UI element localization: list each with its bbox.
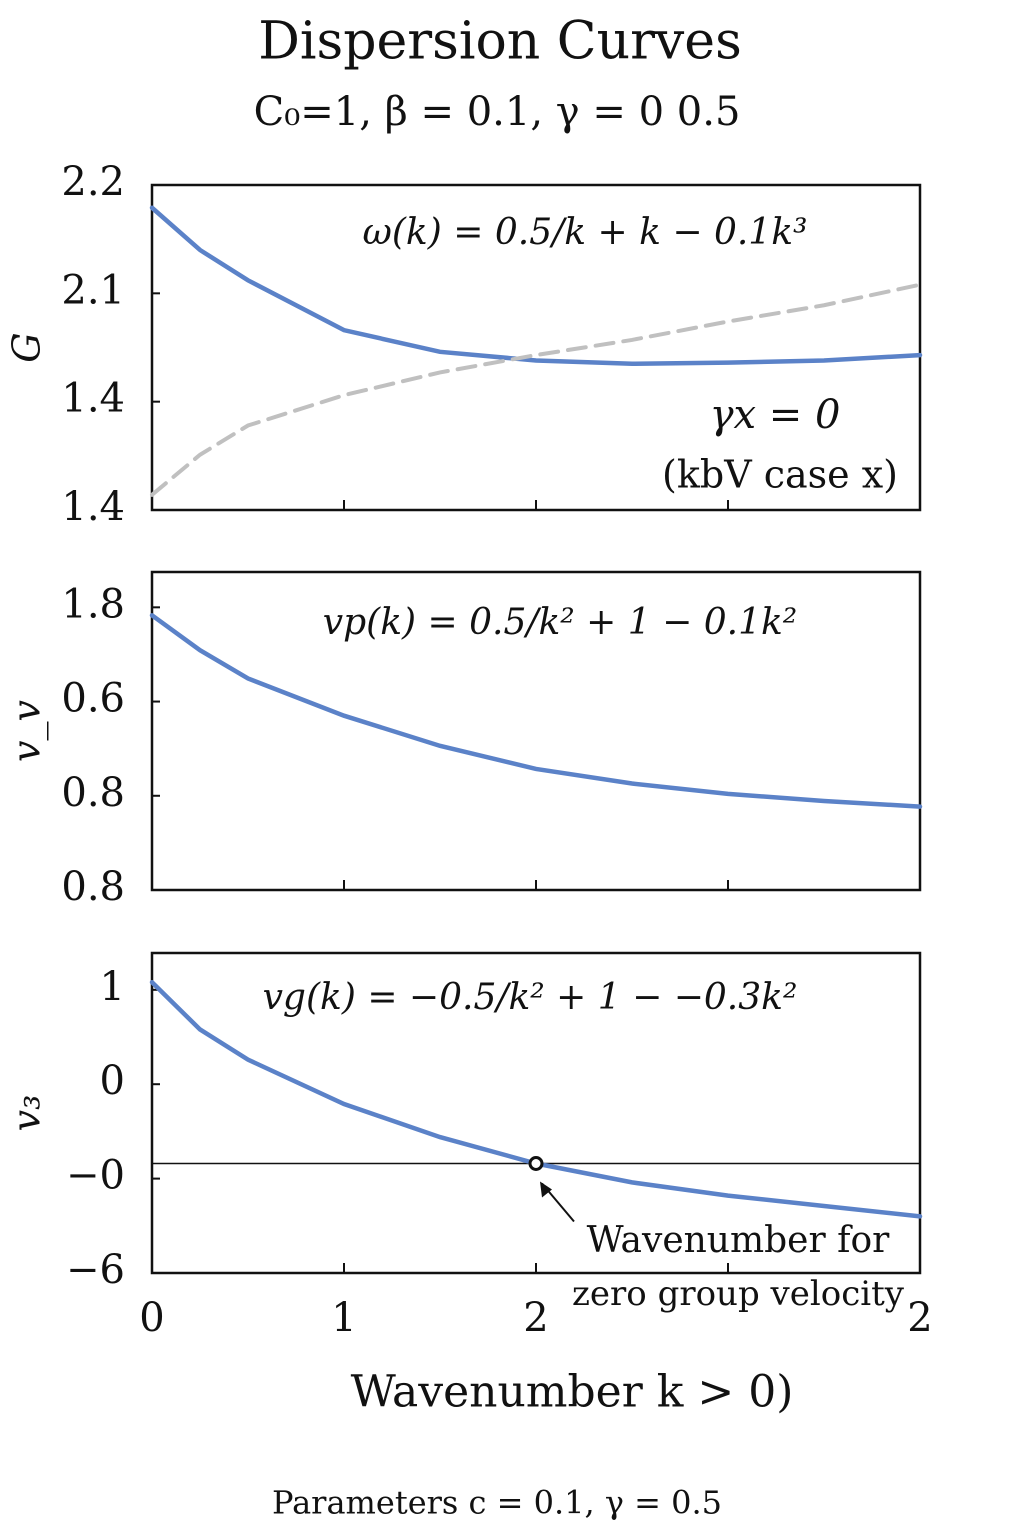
y-axis-label: G — [5, 332, 49, 362]
annotation: γx = 0 — [710, 392, 841, 438]
y-axis-label: v_v — [5, 700, 50, 762]
y-tick-label: −0 — [66, 1153, 125, 1199]
point-marker — [528, 1156, 544, 1172]
y-tick-label: 0.8 — [61, 864, 125, 910]
annotation: ω(k) = 0.5/k + k − 0.1k³ — [363, 212, 808, 253]
y-tick-label: 1.4 — [61, 484, 125, 530]
y-tick-label: 1.4 — [61, 376, 125, 422]
series-line — [149, 205, 923, 367]
chart-subtitle: C₀=1, β = 0.1, γ = 0 0.5 — [254, 89, 741, 135]
series-line — [150, 282, 922, 497]
y-tick-label: −6 — [66, 1247, 125, 1293]
x-tick-label: 2 — [523, 1295, 548, 1341]
x-tick-label: 0 — [139, 1295, 164, 1341]
x-tick-label: 1 — [331, 1295, 356, 1341]
x-axis-label: Wavenumber k > 0) — [351, 1367, 794, 1418]
y-tick-label: 0 — [100, 1058, 125, 1104]
y-tick-label: 1 — [100, 964, 125, 1010]
annotation: vg(k) = −0.5/k² + 1 − −0.3k² — [263, 977, 798, 1018]
y-tick-label: 0.8 — [61, 770, 125, 816]
y-tick-label: 2.1 — [61, 267, 125, 313]
y-axis-label: v₃ — [5, 1095, 49, 1132]
y-tick-label: 0.6 — [61, 676, 125, 722]
chart-title: Dispersion Curves — [258, 12, 742, 72]
annotation: vp(k) = 0.5/k² + 1 − 0.1k² — [323, 602, 797, 643]
x-tick-label: 2 — [907, 1295, 932, 1341]
y-tick-label: 2.2 — [61, 159, 125, 205]
series-line — [149, 980, 923, 1219]
y-tick-label: 1.8 — [61, 581, 125, 627]
series-line — [149, 613, 923, 809]
annotation: Wavenumber for — [587, 1220, 890, 1261]
footer: Parameters c = 0.1, γ = 0.5 — [272, 1484, 722, 1522]
annotation: (kbV case x) — [662, 453, 898, 497]
arrow-head — [540, 1181, 552, 1198]
annotation: zero group velocity — [572, 1274, 905, 1314]
